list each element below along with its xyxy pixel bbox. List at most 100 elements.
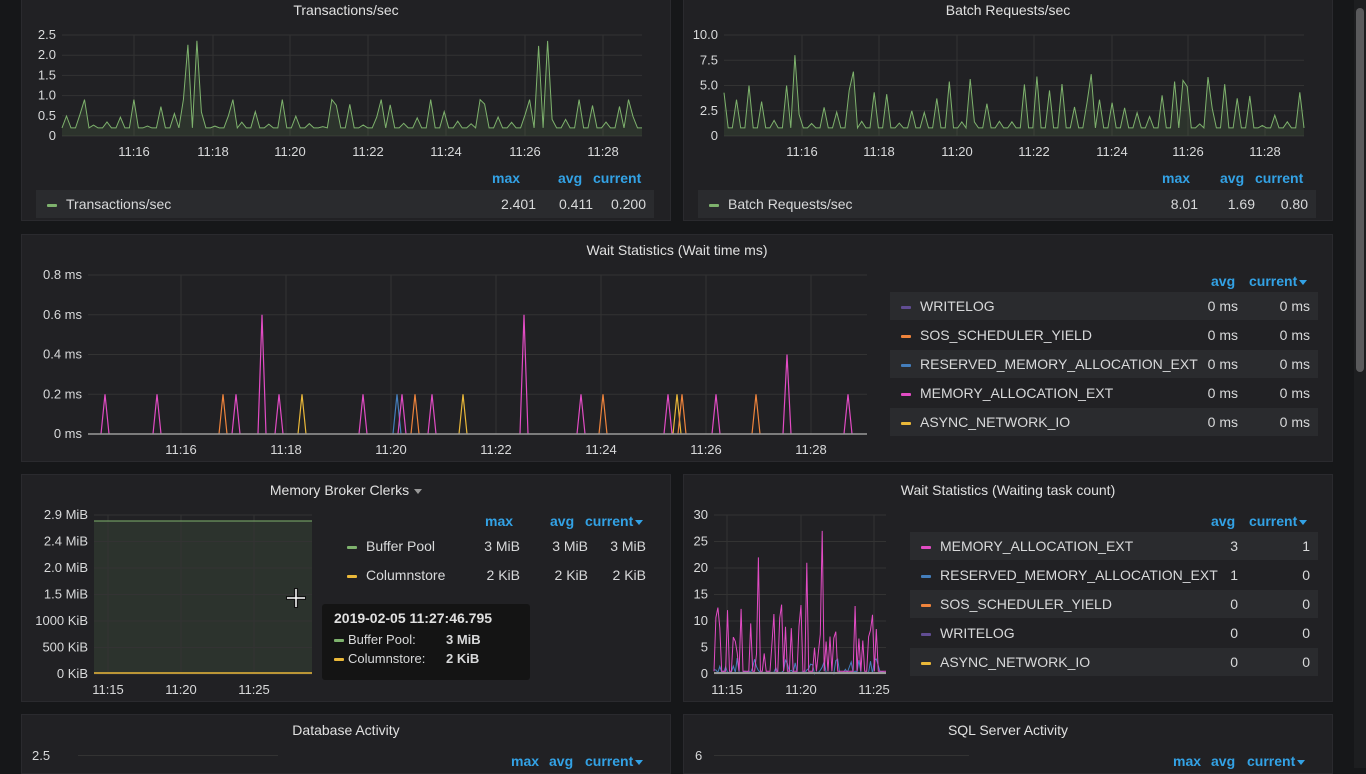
legend-header-current[interactable]: current <box>1249 273 1308 289</box>
memory-broker-chart[interactable]: 2.9 MiB 2.4 MiB 2.0 MiB 1.5 MiB 1000 KiB 500 … <box>22 503 342 702</box>
x-tick-label: 11:18 <box>197 144 229 159</box>
y-tick-label: 2.5 <box>700 103 718 118</box>
legend-row[interactable]: SOS_SCHEDULER_YIELD 0 0 <box>910 590 1318 618</box>
legend-avg-value: 1.69 <box>1227 196 1255 212</box>
legend-row[interactable]: RESERVED_MEMORY_ALLOCATION_EXT 0 ms 0 ms <box>890 350 1318 378</box>
y-tick-label: 2.9 MiB <box>44 507 88 522</box>
y-tick-label: 2.4 MiB <box>44 534 88 549</box>
legend-row[interactable]: MEMORY_ALLOCATION_EXT 3 1 <box>910 532 1318 560</box>
gridline <box>714 755 969 756</box>
legend-row[interactable]: Columnstore 2 KiB 2 KiB 2 KiB <box>336 561 654 589</box>
series-spike <box>519 314 529 435</box>
panel-title[interactable]: Batch Requests/sec <box>945 2 1071 18</box>
legend-header-current[interactable]: current <box>585 513 644 529</box>
legend-row[interactable]: WRITELOG 0 ms 0 ms <box>890 292 1318 320</box>
legend-header-max[interactable]: max <box>511 753 540 769</box>
legend-avg-value: 0 <box>1230 625 1238 641</box>
legend-header-avg[interactable]: avg <box>1211 753 1236 769</box>
y-tick-label: 0.4 ms <box>43 347 83 362</box>
legend-row[interactable]: MEMORY_ALLOCATION_EXT 0 ms 0 ms <box>890 379 1318 407</box>
y-tick-label: 0.2 ms <box>43 386 83 401</box>
waiting-task-count-chart[interactable]: 30 25 20 15 10 5 011:15 11:20 11:25 <box>684 503 899 702</box>
y-tick-label: 0.6 ms <box>43 307 83 322</box>
sort-caret-icon <box>635 519 644 525</box>
y-tick-label: 2.5 <box>32 748 51 763</box>
panel-title[interactable]: Wait Statistics (Wait time ms) <box>586 242 768 258</box>
legend-row[interactable]: Buffer Pool 3 MiB 3 MiB 3 MiB <box>336 532 654 560</box>
legend-header-current-label: current <box>1249 513 1298 529</box>
legend-header-avg[interactable]: avg <box>549 753 574 769</box>
series-spike <box>297 394 307 435</box>
panel-title[interactable]: Wait Statistics (Waiting task count) <box>900 482 1116 498</box>
panel-batch-requests: Batch Requests/sec 10.0 7.5 5.0 2.5 0 11:16 11… <box>683 0 1333 221</box>
tooltip-series-value: 3 MiB <box>446 632 481 647</box>
legend-row[interactable]: Batch Requests/sec 8.01 1.69 0.80 <box>698 190 1316 218</box>
legend-header-max[interactable]: max <box>492 170 521 186</box>
legend-row[interactable]: ASYNC_NETWORK_IO 0 ms 0 ms <box>890 408 1318 436</box>
series-name: ASYNC_NETWORK_IO <box>940 654 1091 670</box>
panel-title[interactable]: SQL Server Activity <box>947 722 1069 738</box>
series-spike <box>218 394 228 435</box>
tooltip-row: Columnstore: 2 KiB <box>334 651 518 670</box>
gridline <box>78 755 278 756</box>
legend-current-value: 1 <box>1302 538 1310 554</box>
legend-header-avg[interactable]: avg <box>1211 273 1236 289</box>
series-name: MEMORY_ALLOCATION_EXT <box>940 538 1134 554</box>
legend-header-avg[interactable]: avg <box>550 513 575 529</box>
legend-header-max[interactable]: max <box>485 513 514 529</box>
x-tick-label: 11:28 <box>795 442 827 457</box>
series-swatch <box>901 334 911 338</box>
panel-title[interactable]: Transactions/sec <box>293 2 399 18</box>
series-spike <box>358 394 368 435</box>
series-line-batch-requests <box>723 55 1305 130</box>
legend-row[interactable]: SOS_SCHEDULER_YIELD 0 ms 0 ms <box>890 321 1318 349</box>
y-tick-label: 5 <box>701 640 708 655</box>
series-name: RESERVED_MEMORY_ALLOCATION_EXT <box>920 356 1198 372</box>
series-spike <box>711 394 721 435</box>
chart-tooltip: 2019-02-05 11:27:46.795 Buffer Pool: 3 Mi… <box>322 604 530 680</box>
series-swatch <box>921 574 931 578</box>
sort-caret-icon <box>1297 759 1306 765</box>
series-swatch <box>901 363 911 367</box>
y-tick-label: 0 <box>711 128 718 143</box>
series-name: WRITELOG <box>920 298 995 314</box>
batch-requests-chart[interactable]: 10.0 7.5 5.0 2.5 0 11:16 11:18 11:20 11:22 11:24 1… <box>684 20 1333 185</box>
legend-header-max[interactable]: max <box>1173 753 1202 769</box>
legend-avg-value: 0 <box>1230 596 1238 612</box>
legend-header-current[interactable]: current <box>1255 170 1304 186</box>
legend-header-current[interactable]: current <box>1249 513 1308 529</box>
legend-row[interactable]: ASYNC_NETWORK_IO 0 0 <box>910 648 1318 676</box>
legend-header-avg[interactable]: avg <box>1211 513 1236 529</box>
panel-title[interactable]: Database Activity <box>292 722 400 738</box>
legend-header-current[interactable]: current <box>585 753 644 769</box>
legend-row[interactable]: Transactions/sec 2.401 0.411 0.200 <box>36 190 654 218</box>
page-scrollbar[interactable] <box>1354 0 1366 768</box>
series-spike <box>677 394 687 435</box>
series-name: Transactions/sec <box>66 196 172 212</box>
x-tick-label: 11:28 <box>1249 144 1281 159</box>
legend-header-avg[interactable]: avg <box>558 170 583 186</box>
legend-row[interactable]: RESERVED_MEMORY_ALLOCATION_EXT 1 0 <box>910 561 1318 589</box>
legend-row[interactable]: WRITELOG 0 0 <box>910 619 1318 647</box>
series-swatch <box>334 639 344 643</box>
sort-caret-icon <box>635 759 644 765</box>
scrollbar-thumb[interactable] <box>1356 8 1364 372</box>
legend-header-current[interactable]: current <box>1247 753 1306 769</box>
legend-header-avg[interactable]: avg <box>1220 170 1245 186</box>
series-swatch <box>47 203 57 207</box>
transactions-chart[interactable]: 2.5 2.0 1.5 1.0 0.5 0 11:16 11:18 11:20 11:22 11:2… <box>22 20 671 185</box>
series-area-buffer-pool <box>94 521 312 674</box>
legend-header-current[interactable]: current <box>593 170 642 186</box>
panel-sql-server-activity: SQL Server Activity 6 max avg current <box>683 714 1333 774</box>
legend-max-value: 2 KiB <box>486 567 520 583</box>
series-spike <box>231 394 241 435</box>
panel-title[interactable]: Memory Broker Clerks <box>22 480 670 500</box>
series-swatch <box>901 305 911 309</box>
legend-header-max[interactable]: max <box>1162 170 1191 186</box>
x-tick-label: 11:26 <box>509 144 541 159</box>
wait-time-chart[interactable]: 0.8 ms 0.6 ms 0.4 ms 0.2 ms 0 ms 11:16 11:18 11… <box>22 263 882 462</box>
panel-database-activity: Database Activity 2.5 max avg current <box>21 714 671 774</box>
y-tick-label: 5.0 <box>700 78 718 93</box>
series-swatch <box>921 545 931 549</box>
x-tick-label: 11:16 <box>786 144 818 159</box>
